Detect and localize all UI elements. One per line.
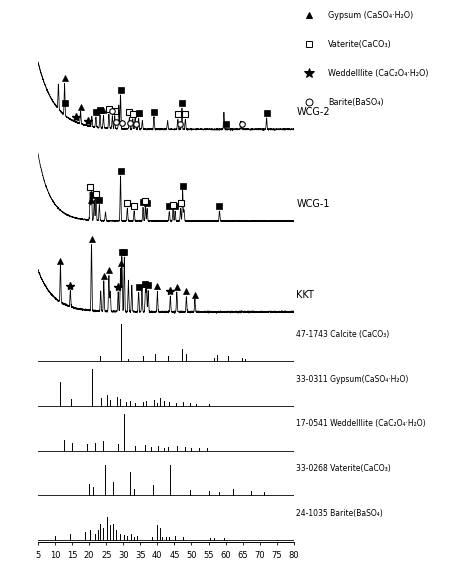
Text: 17-0541 Weddelllite (CaC₂O₄·H₂O): 17-0541 Weddelllite (CaC₂O₄·H₂O)	[296, 420, 426, 429]
Text: Vaterite(CaCO₃): Vaterite(CaCO₃)	[328, 40, 392, 49]
Text: 33-0311 Gypsum(CaSO₄·H₂O): 33-0311 Gypsum(CaSO₄·H₂O)	[296, 375, 409, 384]
Text: WCG-1: WCG-1	[296, 199, 330, 209]
Text: KKT: KKT	[296, 290, 314, 300]
Text: Gypsum (CaSO₄·H₂O): Gypsum (CaSO₄·H₂O)	[328, 11, 413, 20]
Text: Weddelllite (CaC₂O₄·H₂O): Weddelllite (CaC₂O₄·H₂O)	[328, 69, 428, 78]
Text: Barite(BaSO₄): Barite(BaSO₄)	[328, 97, 383, 107]
Text: WCG-2: WCG-2	[296, 107, 330, 117]
Text: 47-1743 Calcite (CaCO₃): 47-1743 Calcite (CaCO₃)	[296, 330, 390, 339]
Text: 33-0268 Vaterite(CaCO₃): 33-0268 Vaterite(CaCO₃)	[296, 465, 391, 473]
Text: 24-1035 Barite(BaSO₄): 24-1035 Barite(BaSO₄)	[296, 510, 383, 518]
